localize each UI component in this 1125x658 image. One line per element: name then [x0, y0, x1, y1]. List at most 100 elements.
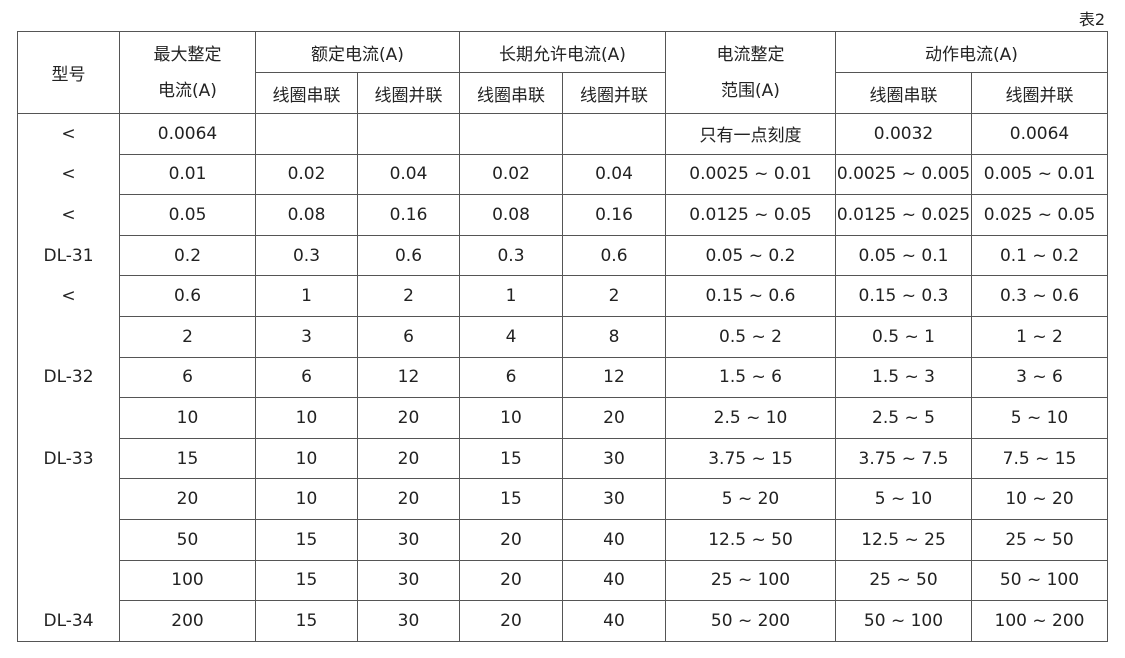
cell-model [17, 316, 120, 358]
cell-rated-parallel: 30 [357, 518, 460, 561]
cell-long-term-parallel: 0.04 [562, 153, 666, 196]
cell-long-term-parallel: 20 [562, 397, 666, 439]
cell-rated-series: 15 [255, 600, 358, 642]
cell-long-term-parallel: 30 [562, 437, 666, 480]
cell-long-term-parallel: 2 [562, 275, 666, 317]
header-rated-series: 线圈串联 [255, 72, 358, 114]
cell-rated-series: 6 [255, 356, 358, 399]
cell-max-setting: 0.0064 [119, 113, 256, 155]
header-rated-current: 额定电流(A) [255, 31, 460, 73]
cell-setting-range: 2.5 ~ 10 [665, 397, 836, 439]
header-long-term-series: 线圈串联 [459, 72, 563, 114]
cell-rated-parallel: 0.04 [357, 153, 460, 196]
cell-rated-parallel: 12 [357, 356, 460, 399]
cell-action-parallel: 0.3 ~ 0.6 [971, 275, 1108, 317]
cell-rated-parallel: 0.6 [357, 234, 460, 277]
cell-rated-parallel: 0.16 [357, 194, 460, 236]
cell-long-term-series: 20 [459, 518, 563, 561]
cell-model: < [17, 275, 120, 317]
cell-action-parallel: 1 ~ 2 [971, 315, 1108, 358]
table-caption: 表2 [1078, 10, 1105, 29]
cell-long-term-series: 1 [459, 275, 563, 317]
cell-action-series: 0.0025 ~ 0.005 [835, 153, 972, 196]
table-row: DL-33 15 10 20 15 30 3.75 ~ 15 3.75 ~ 7.5 7.5 ~ … [17, 437, 1108, 480]
cell-rated-series: 0.3 [255, 234, 358, 277]
cell-setting-range: 12.5 ~ 50 [665, 518, 836, 561]
cell-long-term-series: 0.08 [459, 194, 563, 236]
cell-action-series: 0.15 ~ 0.3 [835, 275, 972, 317]
cell-long-term-series [459, 113, 563, 155]
cell-setting-range: 0.15 ~ 0.6 [665, 275, 836, 317]
cell-action-series: 1.5 ~ 3 [835, 356, 972, 399]
table-row: <0.6 1 2 1 2 0.15 ~ 0.6 0.15 ~ 0.3 0.3 ~ 0.6 [17, 275, 1108, 317]
cell-action-parallel: 0.025 ~ 0.05 [971, 194, 1108, 236]
cell-action-parallel: 7.5 ~ 15 [971, 437, 1108, 480]
cell-model: DL-34 [17, 600, 120, 642]
cell-rated-parallel: 30 [357, 559, 460, 602]
cell-setting-range: 只有一点刻度 [665, 113, 836, 155]
cell-action-parallel: 5 ~ 10 [971, 397, 1108, 439]
cell-rated-series: 10 [255, 397, 358, 439]
cell-long-term-parallel: 0.6 [562, 234, 666, 277]
cell-max-setting: 0.2 [119, 234, 256, 277]
cell-model: DL-31 [17, 235, 120, 276]
table-row: 50 15 30 20 40 12.5 ~ 50 12.5 ~ 25 25 ~ 50 [17, 518, 1108, 561]
cell-long-term-series: 0.3 [459, 234, 563, 277]
cell-rated-series: 15 [255, 559, 358, 602]
cell-long-term-parallel: 12 [562, 356, 666, 399]
header-rated-parallel: 线圈并联 [357, 72, 460, 114]
cell-action-parallel: 0.1 ~ 0.2 [971, 234, 1108, 277]
header-action-current: 动作电流(A) [835, 31, 1108, 73]
cell-action-series: 25 ~ 50 [835, 559, 972, 602]
cell-action-series: 2.5 ~ 5 [835, 397, 972, 439]
table-row: DL-34 200 15 30 20 40 50 ~ 200 50 ~ 100 100 ~ 20… [17, 600, 1108, 642]
cell-max-setting: 200 [119, 600, 256, 642]
cell-setting-range: 5 ~ 20 [665, 478, 836, 520]
header-setting-range-line1: 电流整定 [716, 44, 785, 65]
cell-action-series: 5 ~ 10 [835, 478, 972, 520]
cell-long-term-series: 6 [459, 356, 563, 399]
table-row: 100 15 30 20 40 25 ~ 100 25 ~ 50 50 ~ 100 [17, 559, 1108, 602]
table-row: 20 10 20 15 30 5 ~ 20 5 ~ 10 10 ~ 20 [17, 478, 1108, 520]
cell-long-term-series: 4 [459, 315, 563, 358]
cell-max-setting: 50 [119, 518, 256, 561]
cell-setting-range: 0.05 ~ 0.2 [665, 234, 836, 277]
cell-model: < [17, 194, 120, 236]
cell-rated-series: 0.02 [255, 153, 358, 196]
cell-action-series: 0.0032 [835, 113, 972, 155]
cell-model: < [17, 154, 120, 195]
header-model: 型号 [17, 31, 120, 114]
cell-long-term-parallel [562, 113, 666, 155]
cell-max-setting: 15 [119, 437, 256, 480]
cell-model: DL-33 [17, 438, 120, 479]
cell-action-series: 0.05 ~ 0.1 [835, 234, 972, 277]
table-row: <0.0064 只有一点刻度 0.0032 0.0064 [17, 113, 1108, 155]
cell-action-parallel: 100 ~ 200 [971, 600, 1108, 642]
header-max-setting: 最大整定 电流(A) [119, 31, 256, 114]
cell-rated-series: 0.08 [255, 194, 358, 236]
table-row: <0.05 0.08 0.16 0.08 0.16 0.0125 ~ 0.05 0.0125… [17, 194, 1108, 236]
cell-rated-parallel: 2 [357, 275, 460, 317]
cell-max-setting: 0.6 [119, 275, 256, 317]
cell-long-term-series: 15 [459, 437, 563, 480]
cell-rated-parallel [357, 113, 460, 155]
cell-long-term-parallel: 40 [562, 559, 666, 602]
cell-action-series: 50 ~ 100 [835, 600, 972, 642]
cell-long-term-series: 20 [459, 600, 563, 642]
cell-model [17, 560, 120, 601]
cell-long-term-series: 0.02 [459, 153, 563, 196]
cell-model [17, 397, 120, 439]
cell-action-series: 0.5 ~ 1 [835, 315, 972, 358]
cell-rated-series: 10 [255, 437, 358, 480]
cell-model [17, 519, 120, 561]
table-row: DL-31 0.2 0.3 0.6 0.3 0.6 0.05 ~ 0.2 0.05 ~ 0.1… [17, 234, 1108, 277]
cell-rated-series [255, 113, 358, 155]
cell-max-setting: 6 [119, 356, 256, 399]
cell-model: < [17, 113, 120, 155]
cell-rated-parallel: 30 [357, 600, 460, 642]
cell-long-term-parallel: 40 [562, 518, 666, 561]
cell-action-series: 0.0125 ~ 0.025 [835, 194, 972, 236]
